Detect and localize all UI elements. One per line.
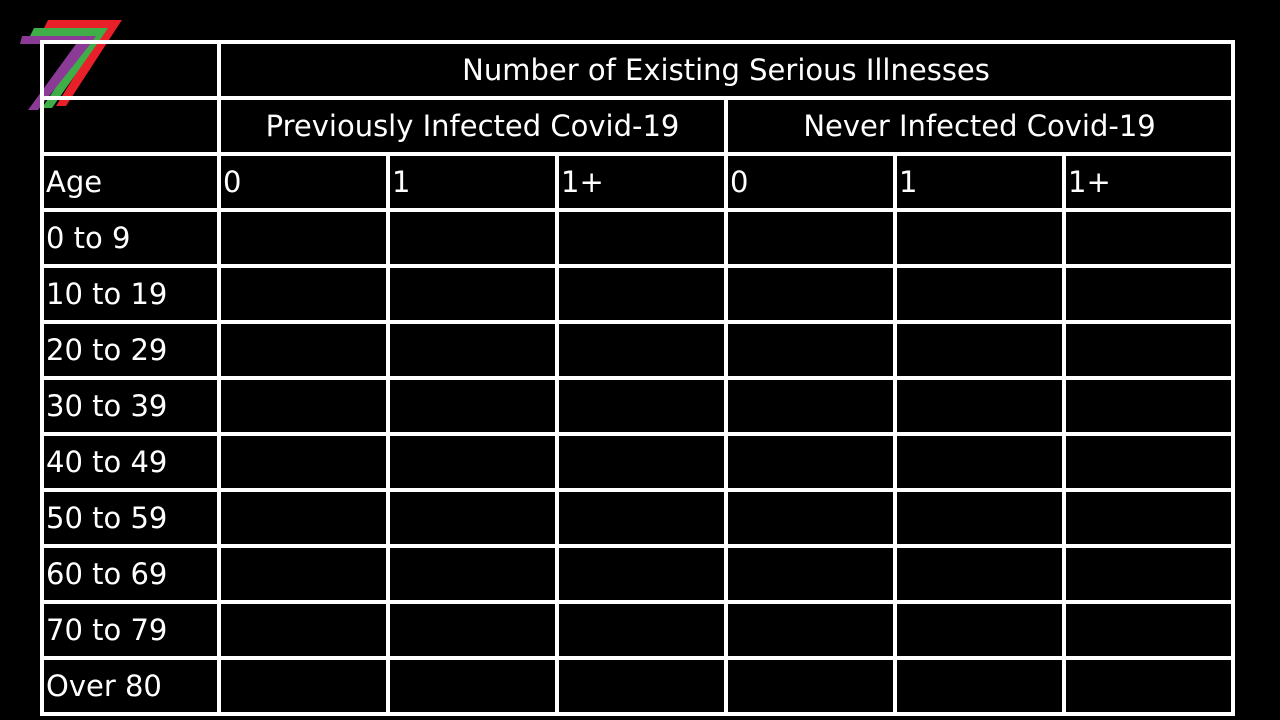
title-row: Number of Existing Serious Illnesses [40, 40, 1236, 100]
table-cell [386, 656, 559, 716]
table-cell [1061, 264, 1236, 324]
table-cell [217, 208, 390, 268]
group-header-row: Previously Infected Covid-19 Never Infec… [40, 96, 1236, 156]
column-header: 0 [724, 152, 897, 212]
row-label: 0 to 9 [40, 208, 221, 268]
table-cell [724, 208, 897, 268]
table-cell [893, 264, 1066, 324]
table-cell [386, 432, 559, 492]
table-cell [555, 600, 728, 660]
row-label: 50 to 59 [40, 488, 221, 548]
group-header-never-infected: Never Infected Covid-19 [723, 96, 1236, 156]
column-header: 0 [217, 152, 390, 212]
table-cell [893, 488, 1066, 548]
table-cell [893, 600, 1066, 660]
table-cell [724, 264, 897, 324]
illness-table: Number of Existing Serious Illnesses Pre… [40, 40, 1236, 716]
row-label: Over 80 [40, 656, 221, 716]
table-cell [724, 432, 897, 492]
table-cell [555, 656, 728, 716]
corner-cell-2 [40, 96, 221, 156]
corner-cell [40, 40, 221, 100]
group-header-previously-infected: Previously Infected Covid-19 [217, 96, 728, 156]
row-label: 20 to 29 [40, 320, 221, 380]
table-cell [386, 264, 559, 324]
column-header: 1+ [555, 152, 728, 212]
table-row: 20 to 29 [40, 320, 1236, 380]
table-row: Over 80 [40, 656, 1236, 716]
table-row: 40 to 49 [40, 432, 1236, 492]
table-cell [893, 656, 1066, 716]
table-cell [386, 600, 559, 660]
row-label: 30 to 39 [40, 376, 221, 436]
table-cell [555, 376, 728, 436]
table-title: Number of Existing Serious Illnesses [216, 40, 1236, 100]
table-cell [217, 376, 390, 436]
table-cell [724, 600, 897, 660]
table-cell [724, 376, 897, 436]
table-cell [555, 432, 728, 492]
table-cell [386, 320, 559, 380]
table-cell [217, 432, 390, 492]
age-header: Age [40, 152, 221, 212]
column-header-row: Age 0 1 1+ 0 1 1+ [40, 152, 1236, 212]
table-cell [724, 656, 897, 716]
table-row: 30 to 39 [40, 376, 1236, 436]
table-cell [386, 488, 559, 548]
table-cell [555, 264, 728, 324]
row-label: 70 to 79 [40, 600, 221, 660]
table-cell [217, 600, 390, 660]
table-cell [1061, 320, 1236, 380]
table-cell [217, 488, 390, 548]
column-header: 1 [893, 152, 1066, 212]
table-cell [217, 264, 390, 324]
table-cell [386, 376, 559, 436]
table-cell [1061, 432, 1236, 492]
table-cell [1061, 544, 1236, 604]
table-row: 70 to 79 [40, 600, 1236, 660]
table-cell [724, 544, 897, 604]
table-cell [724, 488, 897, 548]
table-row: 60 to 69 [40, 544, 1236, 604]
table-cell [555, 488, 728, 548]
row-label: 60 to 69 [40, 544, 221, 604]
row-label: 40 to 49 [40, 432, 221, 492]
table-cell [893, 432, 1066, 492]
table-row: 50 to 59 [40, 488, 1236, 548]
column-header: 1+ [1061, 152, 1236, 212]
table-cell [555, 320, 728, 380]
table-cell [1061, 600, 1236, 660]
table-cell [386, 544, 559, 604]
table-cell [893, 320, 1066, 380]
table-cell [1061, 488, 1236, 548]
table-row: 0 to 9 [40, 208, 1236, 268]
table-cell [386, 208, 559, 268]
row-label: 10 to 19 [40, 264, 221, 324]
table-cell [1061, 376, 1236, 436]
table-cell [217, 656, 390, 716]
column-header: 1 [386, 152, 559, 212]
table-cell [217, 544, 390, 604]
table-cell [1061, 208, 1236, 268]
table-cell [217, 320, 390, 380]
table-cell [893, 544, 1066, 604]
table-cell [555, 208, 728, 268]
table-cell [555, 544, 728, 604]
table-cell [1061, 656, 1236, 716]
table-row: 10 to 19 [40, 264, 1236, 324]
table-cell [893, 376, 1066, 436]
table-cell [893, 208, 1066, 268]
table-cell [724, 320, 897, 380]
